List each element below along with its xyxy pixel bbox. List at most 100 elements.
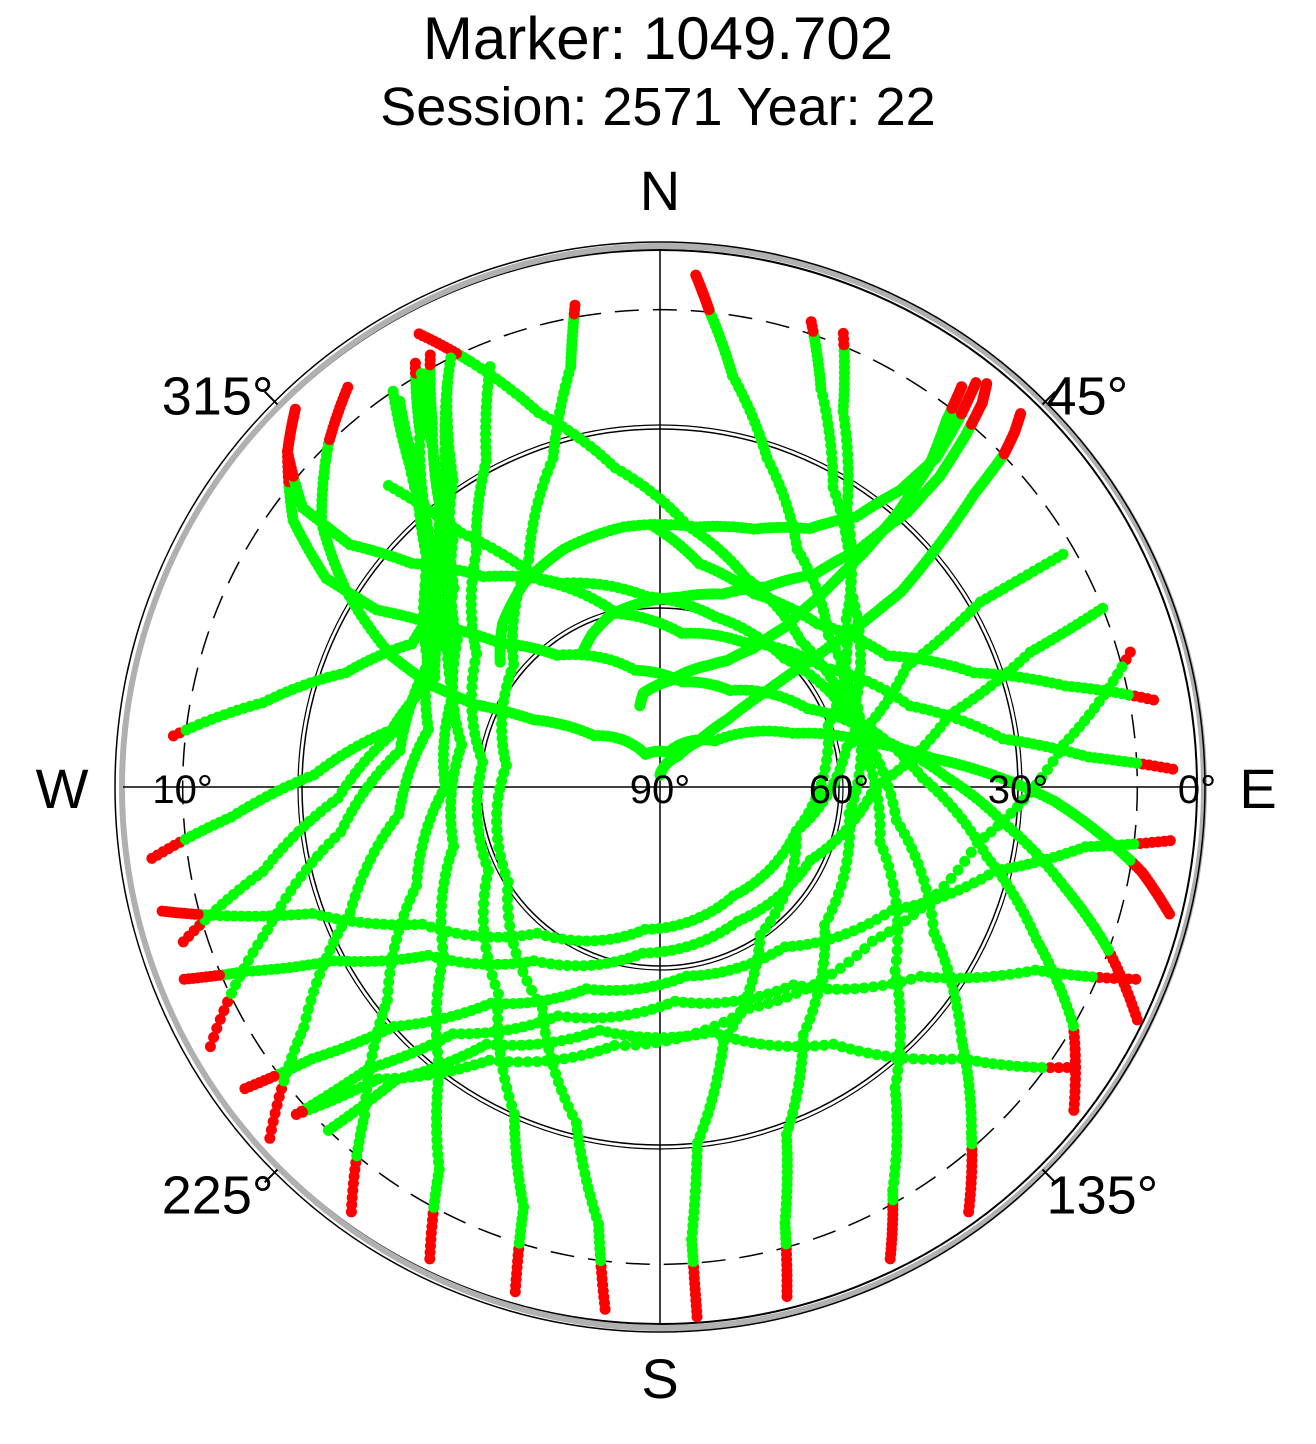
obs-point: [445, 490, 457, 502]
obs-point: [956, 1053, 967, 1064]
obs-point: [840, 983, 852, 995]
obs-point: [467, 930, 479, 942]
obs-point: [753, 1000, 765, 1012]
obs-point: [799, 983, 811, 995]
obs-point: [565, 934, 577, 946]
track-10: [779, 316, 867, 1302]
obs-point: [586, 959, 598, 971]
obs-point: [928, 927, 940, 939]
obs-point: [480, 942, 492, 954]
obs-point: [927, 918, 939, 929]
obs-point: [381, 994, 393, 1006]
horizon-outer-ring: [114, 241, 1206, 1333]
obs-point: [1041, 764, 1053, 776]
track-26: [178, 602, 1109, 985]
obs-point-below-cutoff: [1070, 1061, 1081, 1073]
obs-point: [953, 1010, 964, 1021]
obs-point: [718, 1016, 730, 1028]
azimuth-tick-45: [1041, 391, 1056, 406]
obs-point: [877, 980, 889, 991]
obs-point: [499, 1073, 511, 1085]
obs-point: [719, 996, 731, 1008]
obs-point-below-cutoff: [269, 1107, 281, 1119]
obs-point: [887, 878, 899, 890]
obs-point: [492, 833, 504, 845]
obs-point: [314, 969, 326, 981]
obs-point: [831, 983, 843, 995]
obs-point: [896, 976, 908, 988]
obs-point: [381, 1073, 393, 1085]
obs-point: [484, 361, 496, 373]
obs-point: [841, 647, 853, 659]
obs-point: [817, 974, 829, 985]
obs-point: [409, 357, 421, 369]
obs-point: [821, 754, 833, 766]
obs-point: [570, 1117, 582, 1129]
obs-point: [389, 1072, 401, 1084]
obs-point: [645, 519, 657, 531]
obs-point: [459, 929, 471, 941]
chart-subtitle: Session: 2571 Year: 22: [380, 77, 936, 137]
obs-point: [472, 818, 484, 830]
track-27: [156, 548, 1069, 947]
obs-point: [772, 995, 784, 1006]
obs-point: [558, 1053, 570, 1065]
obs-point: [570, 960, 581, 972]
obs-point: [889, 1082, 901, 1094]
obs-point: [892, 1064, 904, 1076]
track-23: [239, 835, 1176, 1095]
obs-point: [630, 1007, 642, 1019]
obs-point: [995, 1059, 1007, 1071]
obs-point: [592, 1045, 604, 1057]
obs-point: [874, 836, 886, 848]
obs-point: [826, 968, 838, 980]
obs-point: [690, 269, 702, 281]
obs-point: [378, 918, 390, 930]
obs-point: [384, 967, 396, 979]
obs-point: [1020, 1061, 1031, 1073]
obs-point: [852, 702, 864, 714]
obs-point: [779, 982, 791, 994]
obs-point: [476, 931, 488, 943]
obs-point: [471, 810, 483, 822]
obs-point: [1011, 1060, 1023, 1072]
east-label: E: [1239, 757, 1276, 820]
track-9: [690, 269, 906, 1265]
obs-point: [540, 1055, 552, 1067]
obs-point: [230, 979, 241, 991]
obs-point: [434, 923, 445, 935]
obs-point: [947, 972, 959, 984]
obs-point: [822, 983, 834, 995]
obs-point: [874, 819, 886, 831]
obs-point: [508, 931, 520, 942]
obs-point: [926, 1053, 938, 1065]
obs-point: [322, 1124, 334, 1136]
azimuth-label-135: 135°: [1047, 1166, 1159, 1226]
obs-point: [489, 979, 501, 991]
obs-point: [883, 926, 895, 938]
obs-point: [491, 799, 503, 811]
track-12: [491, 299, 611, 1315]
obs-point: [866, 935, 878, 947]
obs-point: [844, 528, 856, 540]
obs-point: [486, 969, 498, 981]
obs-point: [491, 816, 503, 828]
obs-point: [383, 480, 394, 491]
satellite-tracks: [146, 269, 1179, 1323]
axis-labels: N S W E 45° 135° 225° 315° 90° 60° 30° 0° 10°: [36, 159, 1277, 1410]
obs-point: [891, 945, 903, 956]
obs-point: [298, 1021, 310, 1033]
obs-point: [853, 769, 865, 781]
obs-point: [431, 997, 443, 1008]
obs-point: [422, 1069, 434, 1081]
obs-point: [522, 1056, 534, 1068]
obs-point: [956, 381, 968, 393]
obs-point: [502, 902, 514, 914]
obs-point: [424, 349, 436, 361]
obs-point: [435, 900, 447, 912]
obs-point: [510, 947, 522, 959]
obs-point: [446, 482, 458, 494]
obs-point: [471, 802, 483, 814]
obs-point: [499, 867, 511, 879]
obs-point: [836, 1041, 848, 1053]
